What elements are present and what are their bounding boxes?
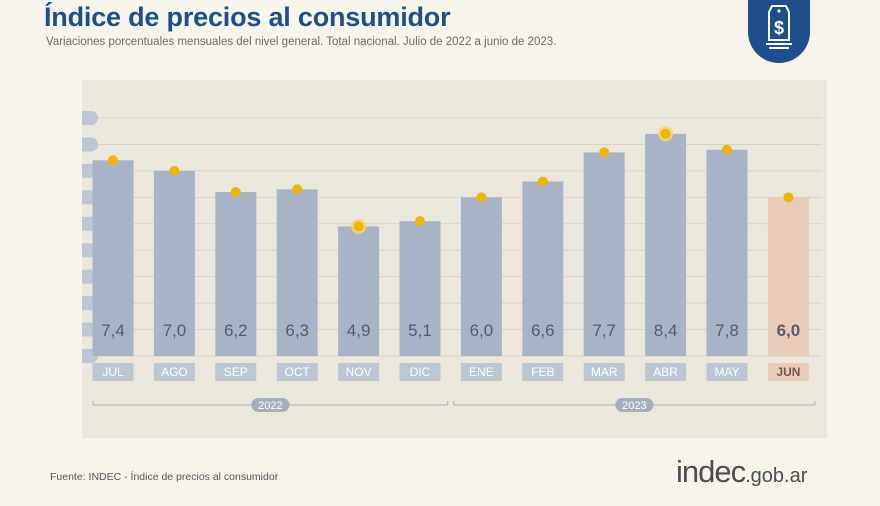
bar — [583, 152, 625, 356]
bar — [460, 197, 502, 356]
data-point — [783, 192, 794, 203]
category-label: FEB — [531, 365, 554, 379]
data-point — [599, 147, 610, 158]
category-badge — [522, 363, 564, 381]
category-badge — [706, 363, 748, 381]
category-label: JUN — [776, 365, 800, 379]
value-label: 8,4 — [654, 321, 678, 340]
data-point — [353, 221, 364, 232]
value-label: 7,4 — [101, 321, 125, 340]
value-label: 7,7 — [592, 321, 616, 340]
data-point — [230, 187, 241, 198]
category-label: MAY — [714, 365, 739, 379]
value-label: 7,0 — [163, 321, 187, 340]
category-badge — [767, 363, 809, 381]
year-label: 2022 — [258, 400, 282, 412]
value-label: 6,2 — [224, 321, 248, 340]
brand-domain: .gob.ar — [745, 465, 808, 487]
category-label: JUL — [102, 365, 124, 379]
data-point — [169, 165, 180, 176]
category-label: AGO — [161, 365, 188, 379]
bar — [522, 181, 564, 356]
category-label: DIC — [410, 365, 431, 379]
category-label: SEP — [224, 365, 248, 379]
bar — [153, 170, 195, 356]
chart-title: Índice de precios al consumidor — [44, 2, 451, 32]
brand-main: indec — [676, 454, 746, 489]
value-label: 6,0 — [777, 321, 801, 340]
bar — [215, 192, 257, 356]
category-badge — [645, 363, 687, 381]
bar — [767, 197, 809, 356]
value-label: 6,3 — [285, 321, 309, 340]
data-point — [415, 216, 425, 227]
chart-subtitle: Variaciones porcentuales mensuales del n… — [46, 36, 557, 48]
bar — [399, 221, 441, 356]
category-badge — [338, 363, 380, 381]
category-badge — [583, 363, 625, 381]
brand-logo: indec.gob.ar — [676, 454, 807, 490]
year-label: 2023 — [622, 400, 646, 412]
value-label: 6,0 — [470, 321, 494, 340]
value-label: 7,8 — [715, 321, 739, 340]
category-badge — [276, 363, 318, 381]
svg-text:$: $ — [774, 18, 784, 38]
data-point — [722, 144, 732, 155]
bar-chart: 0123456789%7,4JUL7,0AGO6,2SEP6,3OCT4,9NO… — [82, 111, 822, 412]
data-point — [476, 192, 487, 203]
bar — [276, 189, 318, 356]
category-badge — [153, 363, 195, 381]
bar — [338, 226, 380, 356]
bar — [645, 133, 687, 356]
data-point — [292, 184, 303, 195]
y-tick-badge — [82, 111, 98, 125]
data-point — [108, 155, 118, 166]
category-badge — [399, 363, 441, 381]
category-label: OCT — [285, 365, 311, 379]
price-tag-dollar-icon: $ — [748, 0, 810, 63]
bar — [706, 149, 748, 356]
category-label: MAR — [591, 365, 618, 379]
bar — [92, 160, 134, 356]
category-label: ENE — [469, 365, 494, 379]
source-note: Fuente: INDEC - Índice de precios al con… — [50, 471, 279, 483]
data-point — [537, 176, 548, 187]
data-point — [660, 128, 671, 139]
year-badge — [615, 398, 654, 412]
value-label: 6,6 — [531, 321, 555, 340]
year-badge — [251, 398, 290, 412]
chart-panel: 0123456789%7,4JUL7,0AGO6,2SEP6,3OCT4,9NO… — [82, 80, 827, 438]
category-badge — [460, 363, 502, 381]
category-label: NOV — [346, 365, 372, 379]
value-label: 4,9 — [347, 321, 371, 340]
y-tick-badge — [82, 137, 98, 152]
category-badge — [92, 363, 134, 381]
category-badge — [215, 363, 257, 381]
value-label: 5,1 — [408, 321, 432, 340]
category-label: ABR — [653, 365, 678, 379]
